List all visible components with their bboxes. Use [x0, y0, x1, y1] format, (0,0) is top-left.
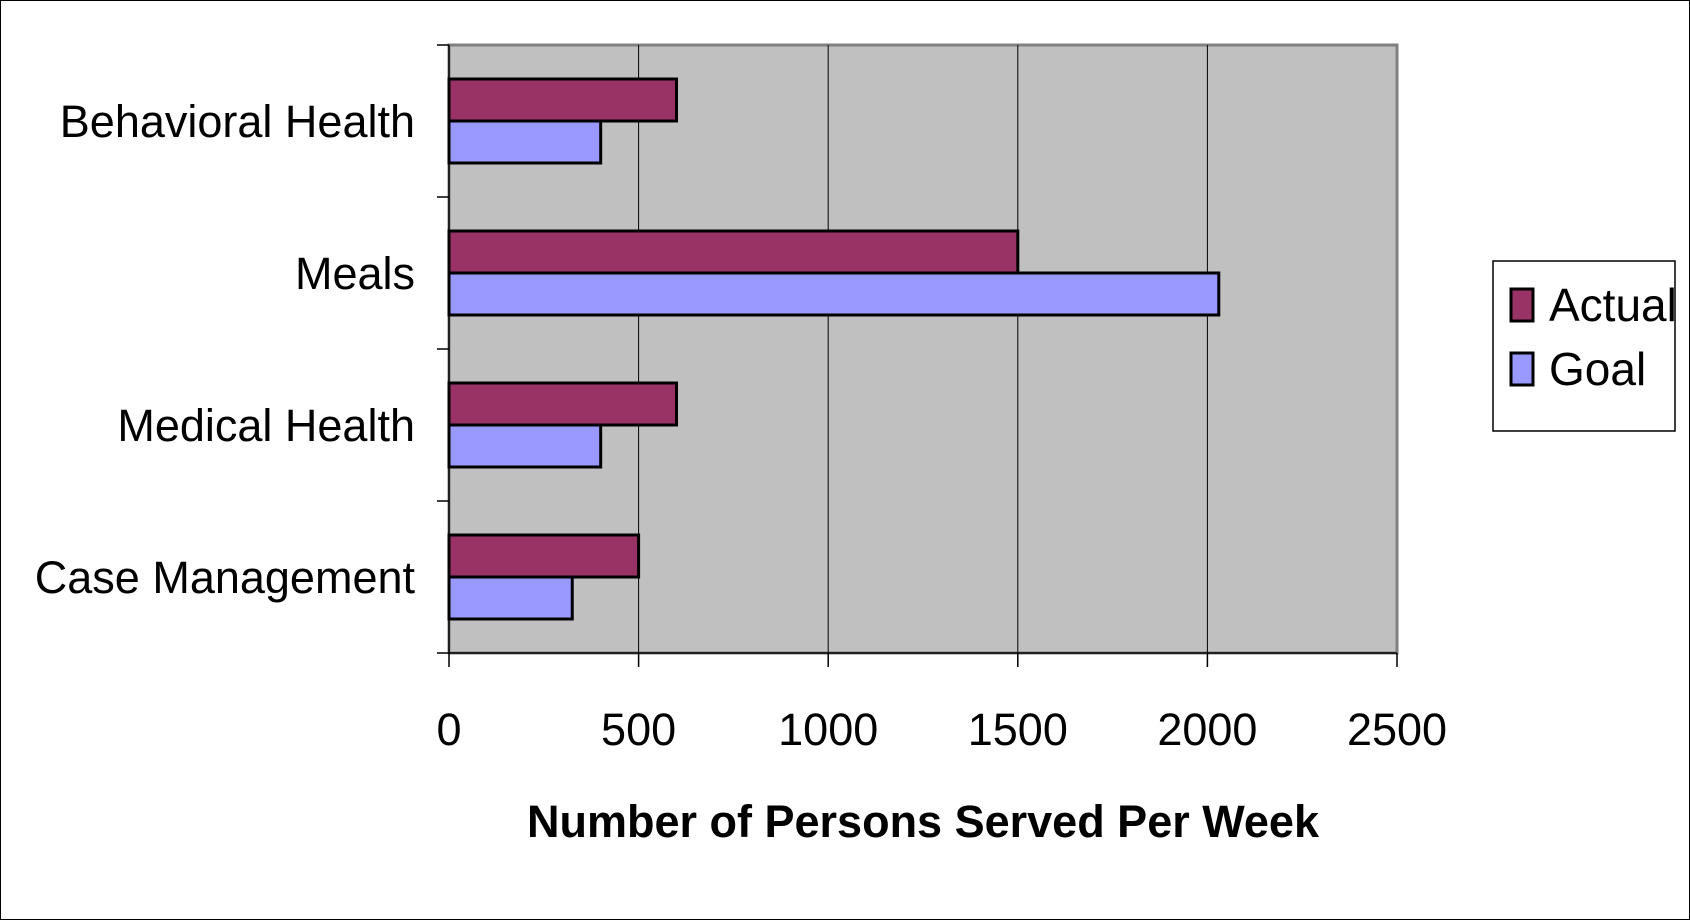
category-label: Case Management — [35, 552, 416, 603]
legend-swatch-actual — [1509, 287, 1535, 323]
category-label: Medical Health — [117, 400, 415, 451]
legend: Actual Goal — [1492, 260, 1677, 432]
category-labels: Behavioral Health Meals Medical Health Case… — [35, 96, 416, 603]
x-tick-label: 0 — [436, 704, 461, 755]
x-tick-labels: 0 500 1000 1500 2000 2500 — [436, 653, 1447, 755]
x-tick-label: 1500 — [968, 704, 1068, 755]
bar-goal-3 — [447, 575, 574, 621]
x-tick-label: 2500 — [1347, 704, 1447, 755]
x-tick-label: 2000 — [1157, 704, 1257, 755]
legend-swatch-goal — [1509, 351, 1535, 387]
x-tick-label: 500 — [601, 704, 676, 755]
x-axis-title: Number of Persons Served Per Week — [527, 796, 1320, 847]
category-label: Meals — [295, 248, 415, 299]
x-tick-label: 1000 — [778, 704, 878, 755]
bar-goal-0 — [447, 119, 603, 165]
bar-actual-1 — [447, 229, 1020, 275]
bar-goal-1 — [447, 271, 1221, 317]
bar-actual-2 — [447, 381, 679, 427]
category-label: Behavioral Health — [60, 96, 415, 147]
legend-label-actual: Actual — [1549, 279, 1677, 331]
legend-label-goal: Goal — [1549, 343, 1646, 395]
bar-goal-2 — [447, 423, 603, 469]
bar-actual-0 — [447, 77, 679, 123]
plot-area — [437, 43, 1399, 655]
bar-actual-3 — [447, 533, 641, 579]
